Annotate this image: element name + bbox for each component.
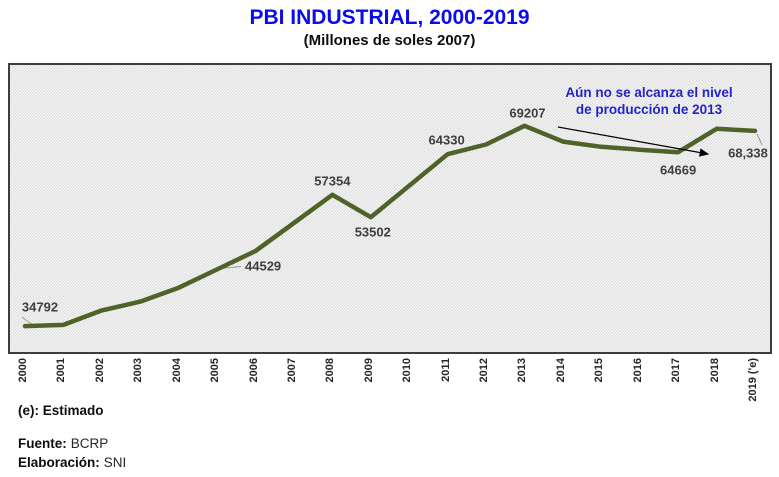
x-axis-label-2004: 2004: [170, 358, 183, 383]
x-axis-label-2008: 2008: [324, 358, 337, 383]
source-row: Fuente: BCRP: [18, 436, 108, 451]
x-axis-label-2019: 2019 ('e): [746, 358, 759, 402]
elaboration-label: Elaboración:: [18, 455, 100, 470]
x-axis-label-2006: 2006: [247, 358, 260, 383]
annotation-line-2: de producción de 2013: [575, 102, 723, 117]
chart-title: PBI INDUSTRIAL, 2000-2019: [249, 6, 530, 29]
x-axis-label-2018: 2018: [708, 358, 721, 383]
x-axis-label-2003: 2003: [132, 358, 145, 383]
x-axis-label-2016: 2016: [631, 358, 644, 383]
x-axis-label-2001: 2001: [55, 358, 68, 383]
data-label-2019: 68,338: [728, 145, 768, 161]
source-value: BCRP: [70, 436, 109, 451]
elaboration-value: SNI: [103, 455, 127, 470]
x-axis-label-2011: 2011: [439, 358, 452, 382]
x-axis-label-2005: 2005: [209, 358, 222, 383]
data-label-2005: 44529: [245, 258, 282, 274]
x-axis-label-2000: 2000: [17, 358, 29, 383]
x-axis-label-2010: 2010: [401, 358, 414, 383]
x-axis-label-2013: 2013: [516, 358, 529, 383]
annotation-callout: Aún no se alcanza el nivel de producción…: [533, 84, 765, 118]
footnote-estimado: (e): Estimado: [18, 403, 104, 418]
chart-subtitle: (Millones de soles 2007): [303, 32, 476, 49]
data-label-2008: 57354: [314, 173, 351, 189]
x-axis-label-2007: 2007: [285, 358, 298, 383]
x-axis-label-2009: 2009: [362, 358, 375, 383]
x-axis-label-2015: 2015: [593, 358, 606, 383]
data-label-2000: 34792: [21, 299, 59, 315]
x-axis-label-2017: 2017: [670, 358, 683, 383]
source-label: Fuente:: [18, 436, 67, 451]
data-label-2017: 64669: [660, 162, 697, 178]
x-axis-label-2002: 2002: [93, 358, 106, 383]
x-axis-label-2012: 2012: [478, 358, 491, 383]
data-label-2009: 53502: [354, 224, 391, 240]
x-axis-label-2014: 2014: [554, 358, 567, 383]
elaboration-row: Elaboración: SNI: [18, 455, 126, 470]
data-label-2013: 69207: [509, 105, 546, 121]
annotation-line-1: Aún no se alcanza el nivel: [565, 85, 733, 100]
data-label-2011: 64330: [428, 132, 465, 148]
